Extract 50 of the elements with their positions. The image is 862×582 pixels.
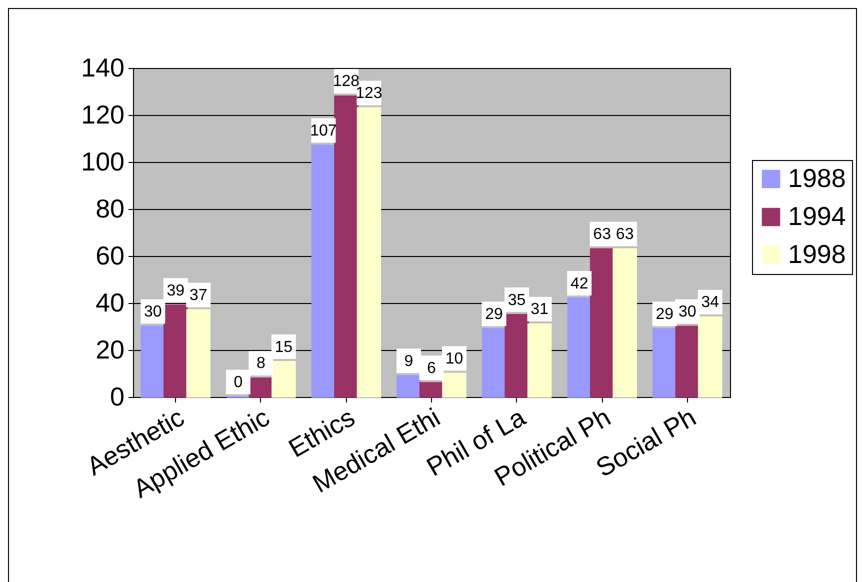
y-tick-label: 80 [96, 194, 124, 224]
data-label: 29 [656, 306, 674, 323]
bar [527, 323, 552, 398]
data-label: 123 [356, 84, 382, 102]
y-tick-label: 0 [110, 382, 124, 412]
bar [186, 309, 211, 398]
legend-label: 1994 [788, 201, 846, 231]
bar [567, 298, 592, 398]
data-label: 37 [189, 287, 208, 304]
data-label: 30 [678, 304, 696, 320]
data-label: 6 [427, 360, 436, 377]
y-tick-label: 40 [96, 288, 124, 318]
data-label: 63 [616, 226, 634, 243]
bar [140, 326, 166, 398]
y-tick-label: 20 [96, 334, 124, 364]
bar [419, 382, 444, 398]
legend-label: 1998 [788, 239, 846, 269]
data-label: 107 [310, 122, 337, 140]
bar [442, 372, 466, 398]
data-label: 29 [485, 306, 504, 323]
bar [590, 248, 614, 398]
bar [272, 361, 296, 398]
bar [504, 314, 529, 398]
data-label: 0 [234, 374, 243, 391]
data-label: 31 [530, 301, 549, 318]
bar [396, 375, 421, 398]
data-label: 35 [508, 292, 526, 309]
data-label: 63 [593, 226, 612, 243]
data-label: 10 [445, 350, 464, 368]
bar [675, 326, 700, 398]
data-label: 39 [166, 282, 185, 300]
data-label: 30 [144, 304, 162, 320]
bar [482, 328, 506, 398]
data-label: 8 [256, 355, 266, 372]
y-tick-label: 60 [96, 240, 124, 270]
bar [652, 328, 677, 398]
bar [356, 107, 382, 398]
bar [612, 248, 637, 398]
data-label: 15 [274, 338, 293, 356]
bar [698, 316, 722, 398]
y-tick-label: 140 [81, 52, 124, 82]
bar [334, 95, 358, 398]
y-tick-label: 100 [81, 146, 124, 176]
legend-label: 1988 [788, 163, 846, 193]
y-tick-label: 120 [81, 100, 124, 130]
data-label: 9 [404, 352, 414, 370]
bar [311, 144, 336, 398]
data-label: 42 [570, 275, 588, 292]
bar [164, 304, 188, 398]
data-label: 34 [701, 294, 720, 312]
